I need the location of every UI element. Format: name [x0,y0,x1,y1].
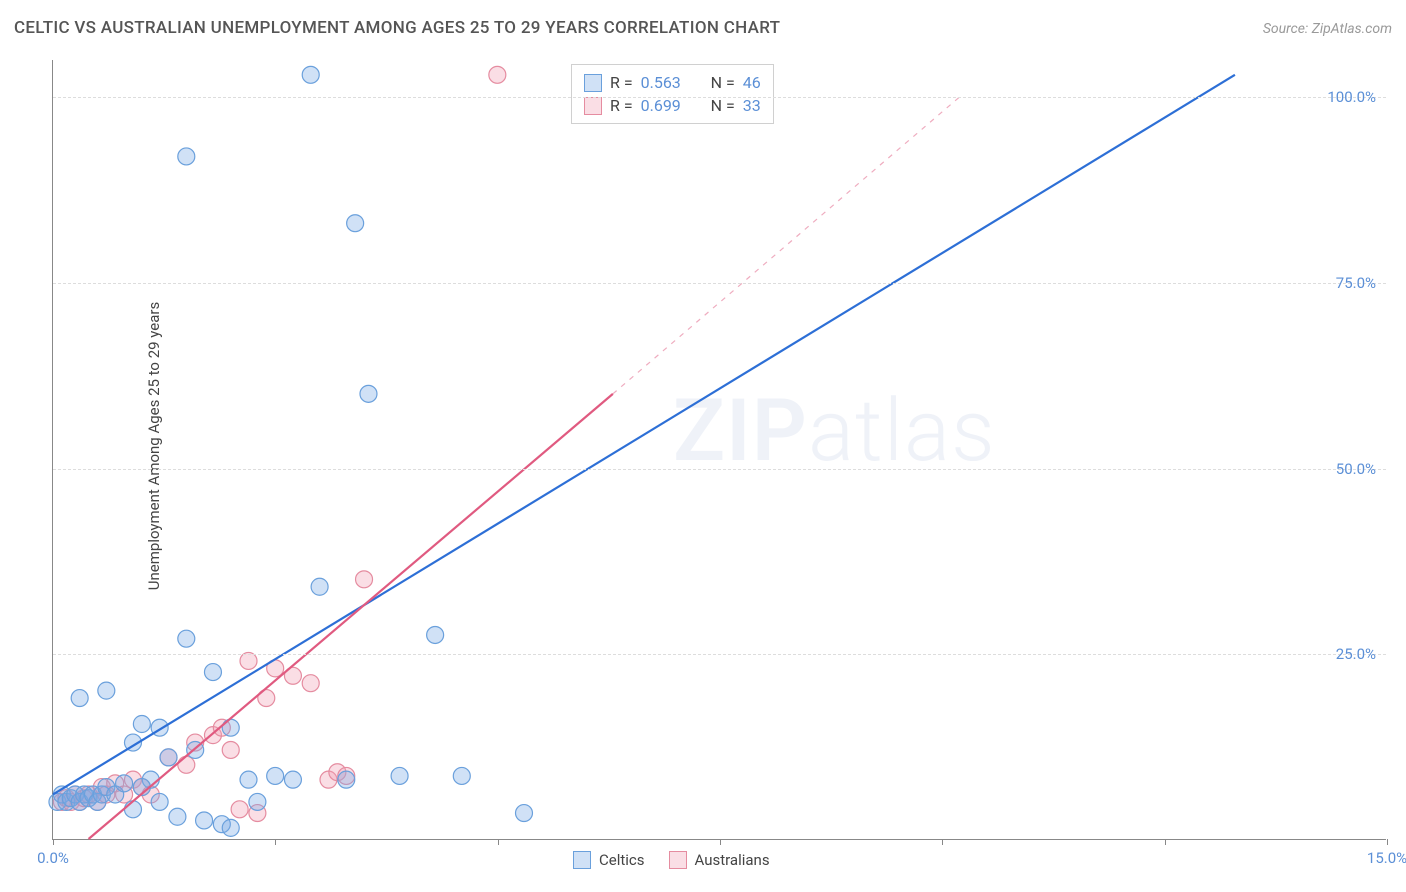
celtics-point [240,771,257,788]
australians-point [302,675,319,692]
x-tick-mark [1165,839,1166,845]
r-value-australians: 0.699 [641,96,691,115]
chart-svg [53,60,1386,839]
swatch-australians-icon [669,851,687,869]
gridline [53,469,1386,470]
y-tick-label: 75.0% [1336,274,1376,292]
celtics-point [160,749,177,766]
n-value-australians: 33 [743,96,761,115]
swatch-celtics [584,74,602,92]
celtics-point [124,801,141,818]
celtics-point [133,716,150,733]
celtics-point [71,690,88,707]
legend-label-celtics: Celtics [599,851,645,869]
celtics-point [427,626,444,643]
r-label: R = [610,73,633,92]
celtics-point [178,148,195,165]
x-tick-label: 15.0% [1367,849,1406,867]
chart-title: CELTIC VS AUSTRALIAN UNEMPLOYMENT AMONG … [14,18,780,38]
celtics-point [196,812,213,829]
celtics-trend-line [53,75,1235,795]
x-tick-mark [53,839,54,845]
x-tick-mark [942,839,943,845]
celtics-point [98,682,115,699]
legend-item-celtics: Celtics [573,851,645,869]
celtics-point [222,819,239,836]
gridline [53,283,1386,284]
gridline [53,97,1386,98]
n-value-celtics: 46 [743,73,761,92]
celtics-point [116,775,133,792]
celtics-point [360,385,377,402]
celtics-point [515,805,532,822]
series-legend: Celtics Australians [573,851,770,869]
celtics-point [267,767,284,784]
r-value-celtics: 0.563 [641,73,691,92]
celtics-point [284,771,301,788]
australians-point [489,66,506,83]
celtics-point [178,630,195,647]
x-tick-mark [275,839,276,845]
australians-point [222,741,239,758]
chart-header: CELTIC VS AUSTRALIAN UNEMPLOYMENT AMONG … [14,18,1392,38]
celtics-point [453,767,470,784]
legend-row-celtics: R = 0.563 N = 46 [584,71,761,94]
australians-point [356,571,373,588]
y-tick-label: 100.0% [1327,88,1376,106]
y-tick-label: 50.0% [1336,460,1376,478]
australians-point [178,756,195,773]
chart-source: Source: ZipAtlas.com [1263,21,1392,37]
x-tick-label: 0.0% [37,849,69,867]
celtics-point [169,808,186,825]
x-tick-mark [498,839,499,845]
x-tick-mark [1387,839,1388,845]
celtics-point [204,664,221,681]
swatch-australians [584,97,602,115]
celtics-point [347,215,364,232]
celtics-point [302,66,319,83]
correlation-legend: R = 0.563 N = 46 R = 0.699 N = 33 [571,64,774,124]
celtics-point [151,793,168,810]
celtics-point [222,719,239,736]
n-label: N = [711,96,735,115]
n-label: N = [711,73,735,92]
celtics-point [391,767,408,784]
y-tick-label: 25.0% [1336,645,1376,663]
legend-label-australians: Australians [695,851,770,869]
celtics-point [311,578,328,595]
gridline [53,654,1386,655]
celtics-point [338,771,355,788]
legend-item-australians: Australians [669,851,770,869]
australians-point [231,801,248,818]
celtics-point [249,793,266,810]
x-tick-mark [720,839,721,845]
plot-area: ZIPatlas R = 0.563 N = 46 R = 0.699 N = … [52,60,1386,840]
r-label: R = [610,96,633,115]
swatch-celtics-icon [573,851,591,869]
